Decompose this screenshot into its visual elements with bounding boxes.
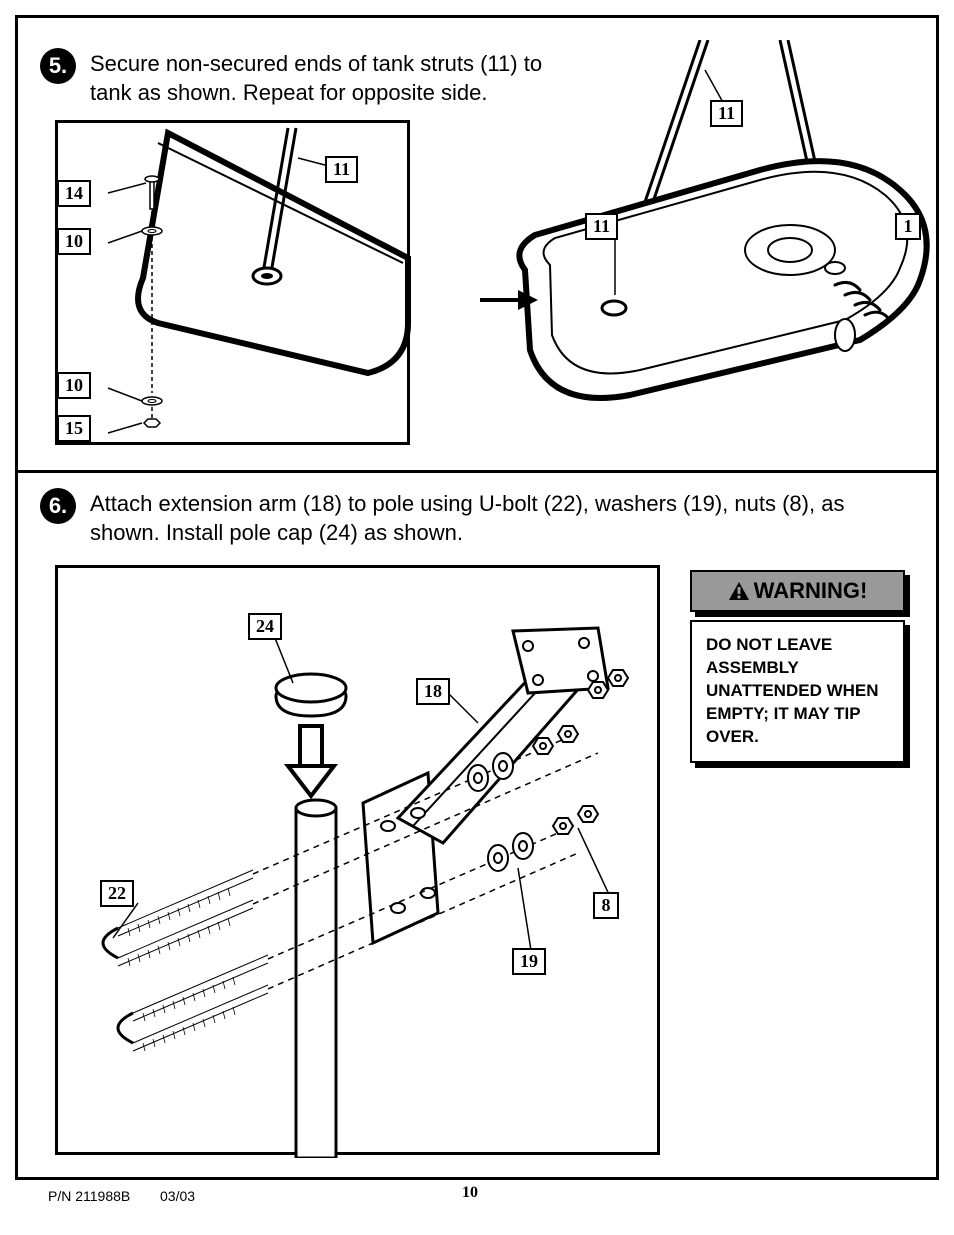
step-6-number: 6. <box>49 493 67 519</box>
page-number: 10 <box>462 1184 478 1202</box>
callout-10-a: 10 <box>57 228 91 255</box>
footer-pn: P/N 211988B <box>48 1188 130 1204</box>
warning-icon <box>728 581 750 601</box>
callout-1: 1 <box>895 213 921 240</box>
diagram-step6 <box>55 565 660 1155</box>
diagram-step5-left-svg <box>58 123 413 448</box>
callout-18: 18 <box>416 678 450 705</box>
callout-11-b: 11 <box>710 100 743 127</box>
callout-10-b: 10 <box>57 372 91 399</box>
callout-22: 22 <box>100 880 134 907</box>
callout-19: 19 <box>512 948 546 975</box>
step-6-text: Attach extension arm (18) to pole using … <box>90 490 910 547</box>
warning-body: DO NOT LEAVE ASSEMBLY UNATTENDED WHEN EM… <box>706 635 879 746</box>
step-5-bullet: 5. <box>40 48 76 84</box>
callout-24: 24 <box>248 613 282 640</box>
warning-body-box: DO NOT LEAVE ASSEMBLY UNATTENDED WHEN EM… <box>690 620 905 763</box>
callout-11-a: 11 <box>325 156 358 183</box>
warning-title-box: WARNING! <box>690 570 905 612</box>
callout-8: 8 <box>593 892 619 919</box>
callout-14: 14 <box>57 180 91 207</box>
section-divider <box>15 470 939 473</box>
step-6-bullet: 6. <box>40 488 76 524</box>
footer-date: 03/03 <box>160 1188 195 1204</box>
diagram-step6-svg <box>58 568 663 1158</box>
warning-title: WARNING! <box>754 578 868 604</box>
callout-15: 15 <box>57 415 91 442</box>
step-5-number: 5. <box>49 53 67 79</box>
callout-11-c: 11 <box>585 213 618 240</box>
